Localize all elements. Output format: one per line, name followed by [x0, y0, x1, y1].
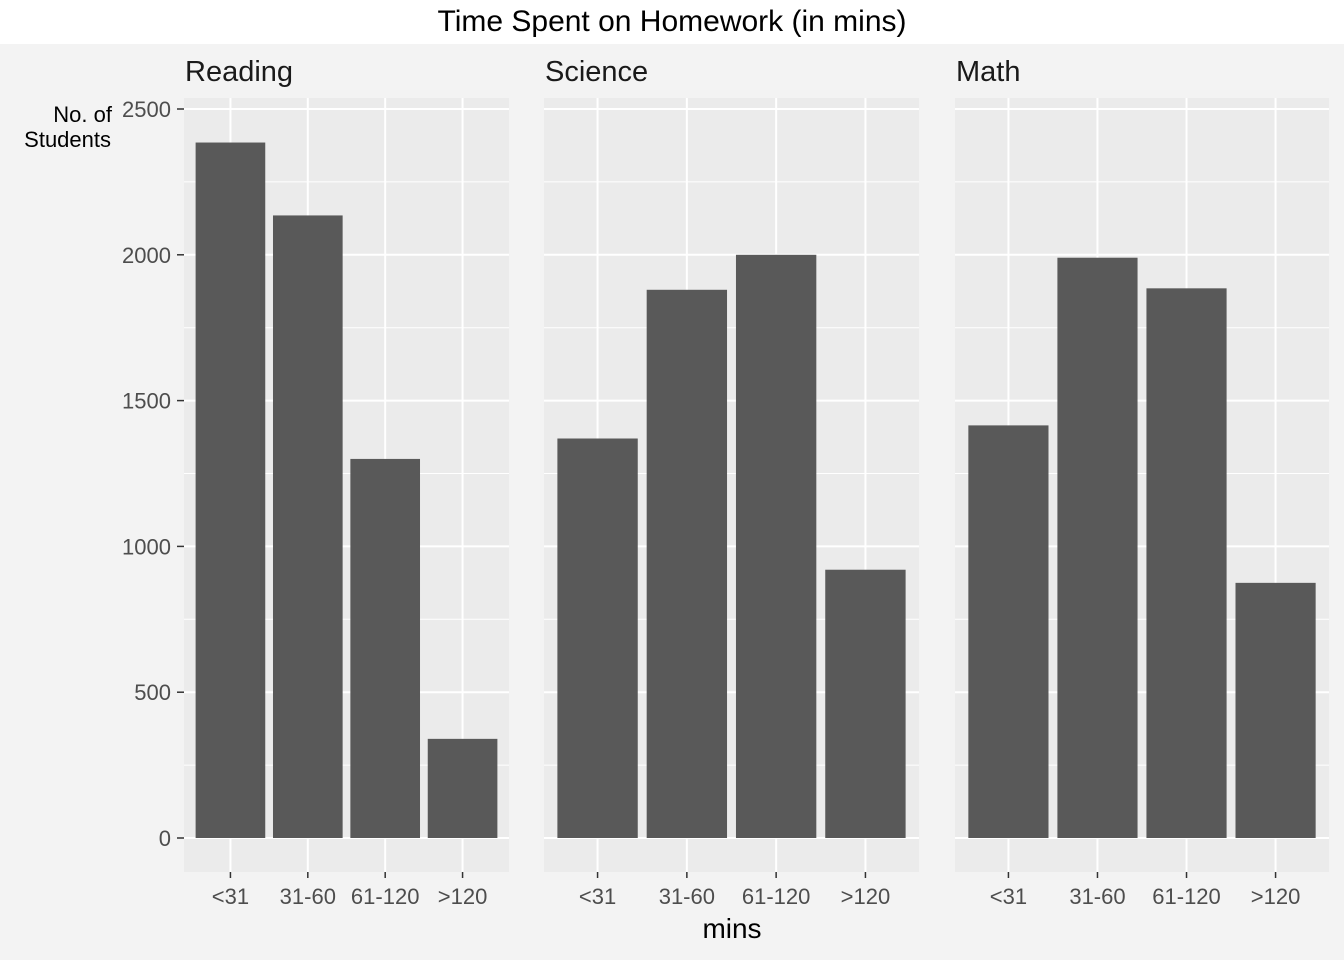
bar-math-2 [1146, 288, 1227, 839]
x-tick-label-reading: <31 [212, 884, 249, 909]
bar-science-2 [735, 254, 817, 839]
x-axis-title: mins [702, 913, 761, 944]
x-tick-label-math: <31 [990, 884, 1027, 909]
bar-math-1 [1057, 257, 1138, 838]
x-tick-label-math: 61-120 [1152, 884, 1221, 909]
x-tick-label-math: >120 [1251, 884, 1301, 909]
panel-title-reading: Reading [185, 56, 293, 88]
bar-reading-3 [427, 738, 498, 838]
bar-reading-1 [272, 215, 343, 838]
y-tick-label: 1500 [122, 389, 171, 414]
y-tick-label: 1000 [122, 534, 171, 559]
x-tick-label-science: >120 [841, 884, 891, 909]
y-tick-label: 2000 [122, 243, 171, 268]
x-tick-label-math: 31-60 [1069, 884, 1125, 909]
x-tick-label-science: <31 [579, 884, 616, 909]
y-tick-label: 500 [134, 680, 171, 705]
bar-math-0 [968, 425, 1049, 838]
y-tick-label: 2500 [122, 97, 171, 122]
x-tick-label-science: 31-60 [659, 884, 715, 909]
x-tick-label-science: 61-120 [742, 884, 811, 909]
bar-reading-2 [350, 458, 421, 838]
panel-title-math: Math [956, 56, 1020, 88]
bar-math-3 [1235, 582, 1316, 838]
x-tick-label-reading: 31-60 [280, 884, 336, 909]
panel-title-science: Science [545, 56, 648, 88]
bar-science-0 [557, 438, 638, 838]
bar-reading-0 [195, 142, 266, 838]
chart-title: Time Spent on Homework (in mins) [437, 5, 907, 38]
bar-science-3 [825, 569, 906, 838]
y-tick-label: 0 [159, 826, 171, 851]
bar-science-1 [646, 289, 728, 838]
x-tick-label-reading: 61-120 [351, 884, 420, 909]
y-axis-title: No. of [53, 102, 113, 127]
x-tick-label-reading: >120 [438, 884, 488, 909]
y-axis-title: Students [24, 127, 111, 152]
